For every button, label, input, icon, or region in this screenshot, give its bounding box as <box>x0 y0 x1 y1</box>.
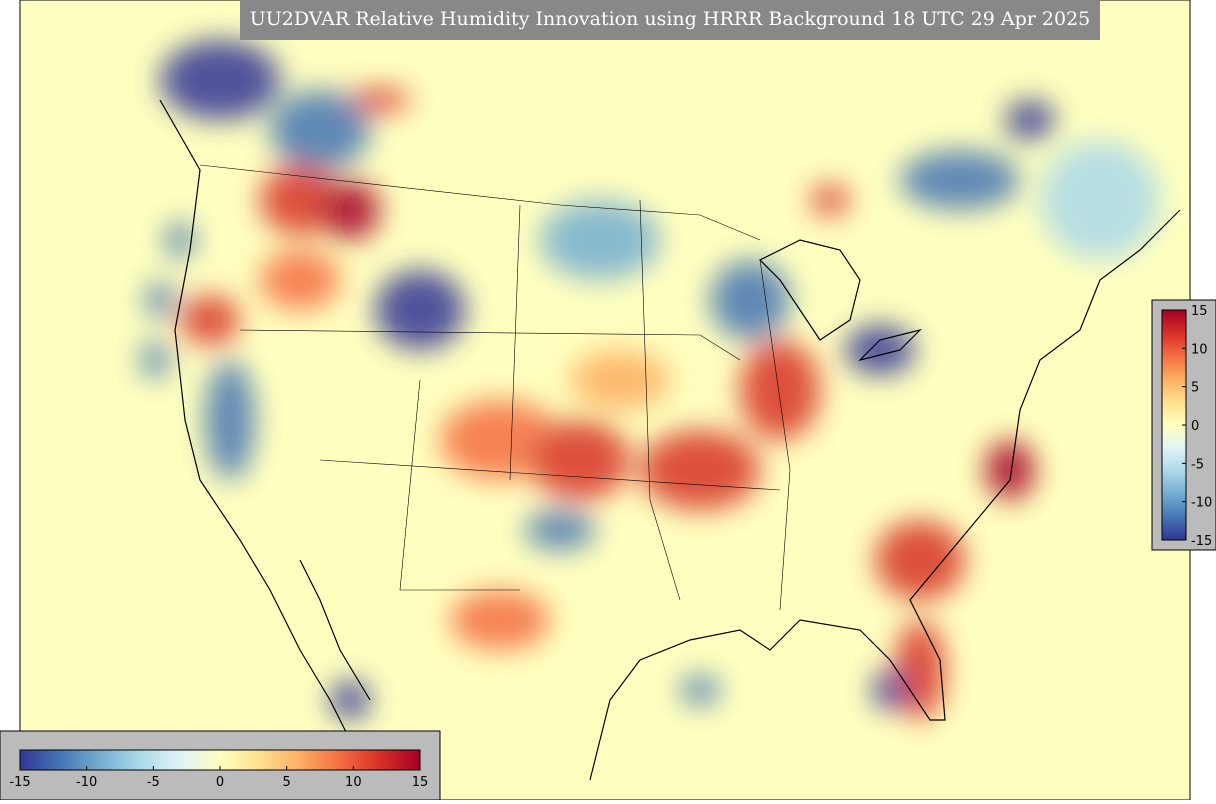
tick-label: -10 <box>76 775 97 790</box>
tick-label: 5 <box>1191 381 1199 396</box>
tick-label: 0 <box>216 775 224 790</box>
tick-label: 5 <box>283 775 291 790</box>
tick-label: 15 <box>412 775 429 790</box>
title-box <box>240 0 1100 40</box>
tick-label: -15 <box>1191 534 1212 549</box>
tick-label: -5 <box>147 775 160 790</box>
tick-label: 10 <box>345 775 362 790</box>
coastlines <box>159 99 1181 781</box>
borders <box>199 164 791 611</box>
tick-label: -15 <box>9 775 30 790</box>
tick-label: 0 <box>1191 419 1199 434</box>
colorbars: -15 -15 -10 -10 -5 -5 0 0 5 5 10 10 15 15 <box>9 304 1212 790</box>
tick-label: 15 <box>1191 304 1208 319</box>
map-title: UU2DVAR Relative Humidity Innovation usi… <box>250 8 1091 30</box>
tick-label: -5 <box>1191 457 1204 472</box>
tick-label: -10 <box>1191 496 1212 511</box>
tick-label: 10 <box>1191 342 1208 357</box>
